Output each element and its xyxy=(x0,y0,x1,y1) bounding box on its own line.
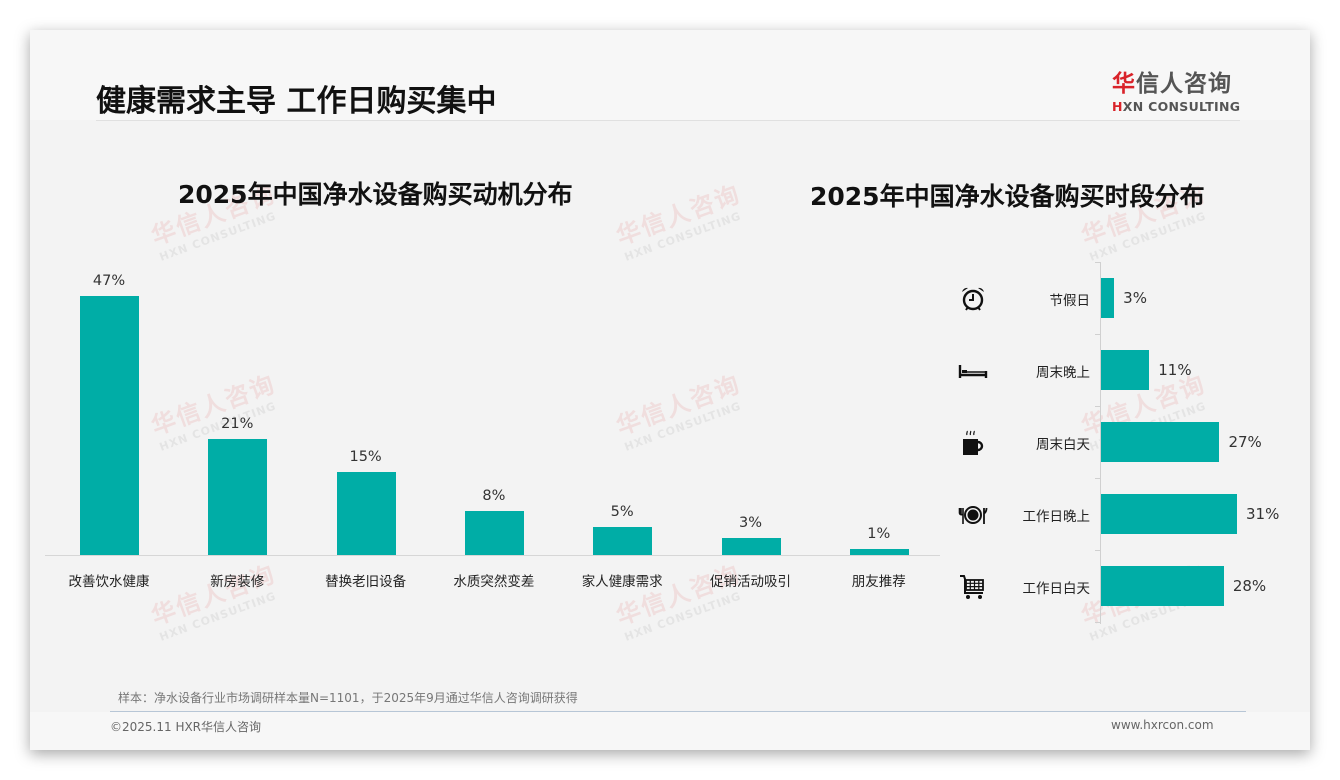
title-divider xyxy=(96,120,1240,121)
logo-cn-text: 信人咨询 xyxy=(1136,71,1232,97)
website-link[interactable]: www.hxrcon.com xyxy=(1111,718,1214,732)
y-axis-line xyxy=(1100,262,1101,624)
axis-tick xyxy=(1095,406,1100,407)
bar-group: 47% 改善饮水健康 xyxy=(45,260,173,600)
bed-icon xyxy=(958,356,988,386)
bar xyxy=(464,510,524,555)
bar xyxy=(80,296,139,555)
bar-value-label: 3% xyxy=(1123,289,1147,307)
bar xyxy=(1101,566,1224,606)
category-label: 水质突然变差 xyxy=(453,574,535,590)
bar-row: 节假日 3% xyxy=(950,262,1290,334)
bar-group: 15% 替换老旧设备 xyxy=(302,260,430,600)
watermark-en: HXN CONSULTING xyxy=(1087,209,1208,264)
bar-group: 1% 朋友推荐 xyxy=(815,260,943,600)
bar-value-label: 5% xyxy=(610,504,634,521)
bar-value-label: 47% xyxy=(92,273,126,289)
shopping-cart-icon xyxy=(958,572,988,602)
bar-group: 3% 促销活动吸引 xyxy=(687,260,815,600)
category-label: 周末晚上 xyxy=(1036,365,1090,381)
category-label: 新房装修 xyxy=(210,574,265,590)
bar-value-label: 11% xyxy=(1158,361,1192,379)
bar xyxy=(208,439,268,555)
watermark-cn: 华信人咨询 xyxy=(612,179,745,251)
bar-row: 工作日白天 28% xyxy=(950,550,1290,622)
left-chart-title: 2025年中国净水设备购买动机分布 xyxy=(178,180,573,209)
category-label: 促销活动吸引 xyxy=(710,574,791,590)
right-chart-title: 2025年中国净水设备购买时段分布 xyxy=(810,182,1205,211)
category-label: 替换老旧设备 xyxy=(325,574,407,590)
bar-row: 周末晚上 11% xyxy=(950,334,1290,406)
axis-tick xyxy=(1095,478,1100,479)
copyright-text: ©2025.11 HXR华信人咨询 xyxy=(110,720,262,734)
bar xyxy=(593,527,653,555)
coffee-cup-icon xyxy=(958,428,988,458)
bar-row: 周末白天 27% xyxy=(950,406,1290,478)
bar-value-label: 27% xyxy=(1228,433,1262,451)
category-label: 节假日 xyxy=(1049,293,1091,309)
bar xyxy=(1101,422,1220,462)
bar xyxy=(1101,278,1115,318)
watermark-en: HXN CONSULTING xyxy=(157,209,278,264)
motivation-bar-chart: 47% 改善饮水健康 21% 新房装修 15% 替换老旧设备 8% 水质突然变差 5% 家人健康需… xyxy=(45,260,940,590)
sample-footnote: 样本：净水设备行业市场调研样本量N=1101，于2025年9月通过华信人咨询调研… xyxy=(118,691,578,705)
bar-value-label: 21% xyxy=(221,416,254,433)
category-label: 工作日白天 xyxy=(1022,581,1091,597)
axis-tick xyxy=(1095,334,1100,335)
axis-tick xyxy=(1095,550,1100,551)
axis-tick xyxy=(1095,262,1100,263)
timing-bar-chart: 节假日 3% 周末晚上 11% 周末白天 27% 工作日晚上 31% 工作日白天 28% xyxy=(950,262,1290,627)
footer-divider xyxy=(110,711,1246,712)
brand-logo: 华信人咨询 HXN CONSULTING xyxy=(1112,64,1244,114)
bar-value-label: 8% xyxy=(482,487,506,504)
bar xyxy=(721,538,781,555)
plate-cutlery-icon xyxy=(958,500,988,530)
header-band xyxy=(30,30,1310,120)
footer-band xyxy=(30,712,1310,750)
logo-en-text: XN CONSULTING xyxy=(1122,99,1241,114)
category-label: 朋友推荐 xyxy=(851,574,906,590)
bar-group: 5% 家人健康需求 xyxy=(558,260,686,600)
logo-cn-accent: 华 xyxy=(1112,71,1136,97)
x-axis-line xyxy=(45,555,940,556)
category-label: 周末白天 xyxy=(1036,437,1090,453)
bar-value-label: 3% xyxy=(738,515,762,532)
page-title: 健康需求主导 工作日购买集中 xyxy=(96,84,497,119)
bar-value-label: 28% xyxy=(1232,577,1267,595)
bar-group: 21% 新房装修 xyxy=(173,260,301,600)
category-label: 工作日晚上 xyxy=(1022,509,1091,525)
alarm-clock-icon xyxy=(958,284,988,314)
logo-en-accent: H xyxy=(1112,99,1123,114)
bar xyxy=(849,549,909,555)
watermark-en: HXN CONSULTING xyxy=(622,209,743,264)
bar-group: 8% 水质突然变差 xyxy=(430,260,558,600)
bar xyxy=(336,472,396,555)
category-label: 改善饮水健康 xyxy=(68,574,150,590)
axis-tick xyxy=(1095,622,1100,623)
bar xyxy=(1101,350,1150,390)
category-label: 家人健康需求 xyxy=(581,574,663,590)
bar-value-label: 15% xyxy=(349,449,382,466)
bar-value-label: 1% xyxy=(867,526,891,543)
bar-row: 工作日晚上 31% xyxy=(950,478,1290,550)
bar-value-label: 31% xyxy=(1246,505,1280,523)
bar xyxy=(1101,494,1237,534)
slide: 健康需求主导 工作日购买集中 华信人咨询 HXN CONSULTING 华信人咨… xyxy=(30,30,1310,750)
